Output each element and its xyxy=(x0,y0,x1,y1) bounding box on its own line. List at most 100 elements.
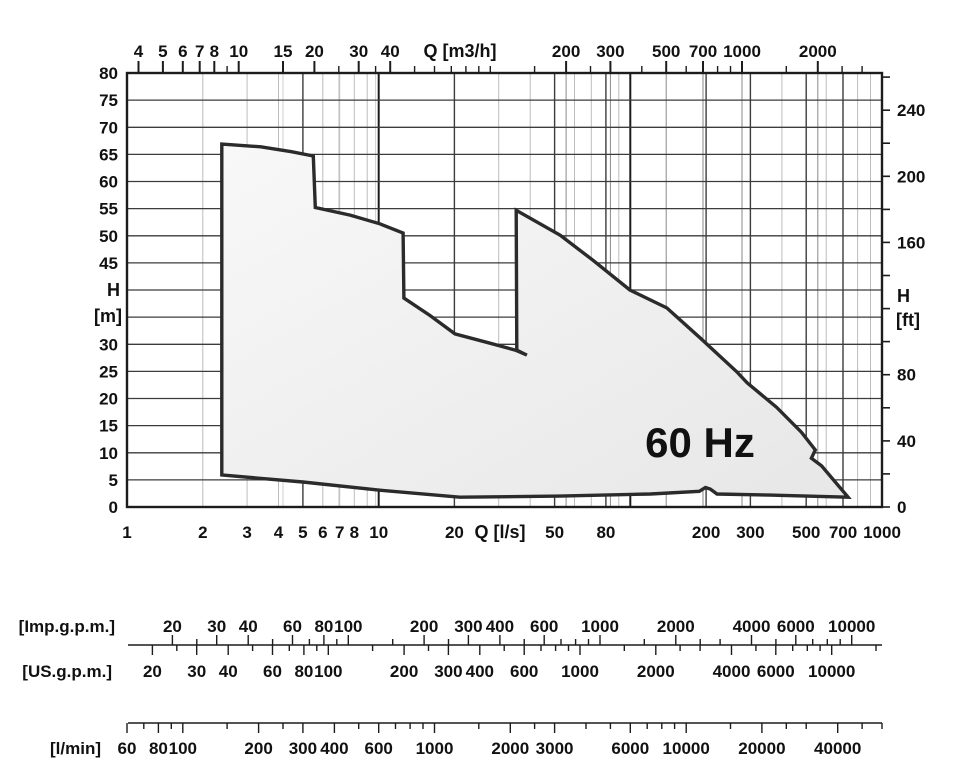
plot-frame xyxy=(125,71,884,509)
tick-label-top: 500 xyxy=(652,42,680,61)
axis-ticks xyxy=(137,61,890,508)
imp-gpm-scale-label: 6000 xyxy=(777,617,815,636)
tick-label-left: 10 xyxy=(99,444,118,463)
scale-label-l-min: [l/min] xyxy=(50,739,101,758)
axis-unit-bottom: Q [l/s] xyxy=(474,522,525,542)
tick-label-left: 5 xyxy=(109,471,118,490)
tick-label-top: 8 xyxy=(210,42,219,61)
imp-gpm-scale-label: 4000 xyxy=(733,617,771,636)
frequency-title: 60 Hz xyxy=(645,419,755,466)
tick-label-top: 40 xyxy=(381,42,400,61)
tick-label-bottom: 5 xyxy=(298,523,307,542)
tick-label-left: 20 xyxy=(99,390,118,409)
tick-label-bottom: 1000 xyxy=(863,523,901,542)
tick-label-top: 20 xyxy=(305,42,324,61)
us-gpm-scale-label: 600 xyxy=(510,662,538,681)
l-min-scale-label: 2000 xyxy=(491,739,529,758)
tick-label-top: 10 xyxy=(229,42,248,61)
tick-label-bottom: 700 xyxy=(829,523,857,542)
envelope-group xyxy=(220,142,852,500)
imp-gpm-scale-label: 40 xyxy=(239,617,258,636)
imp-gpm-scale-label: 200 xyxy=(410,617,438,636)
tick-label-top: 4 xyxy=(134,42,144,61)
tick-label-left: 50 xyxy=(99,227,118,246)
imp-gpm-scale-label: 60 xyxy=(283,617,302,636)
tick-label-top: 300 xyxy=(596,42,624,61)
imp-gpm-scale-label: 10000 xyxy=(828,617,875,636)
scale-label-imp-gpm: [Imp.g.p.m.] xyxy=(19,617,115,636)
l-min-scale-label: 6000 xyxy=(611,739,649,758)
us-gpm-scale-label: 2000 xyxy=(637,662,675,681)
imp-gpm-scale-label: 30 xyxy=(207,617,226,636)
tick-label-right: 160 xyxy=(897,233,925,252)
plot-border xyxy=(125,71,884,509)
us-gpm-scale-label: 1000 xyxy=(561,662,599,681)
us-gpm-scale-label: 40 xyxy=(219,662,238,681)
l-min-scale-label: 1000 xyxy=(416,739,454,758)
tick-label-left: 75 xyxy=(99,91,118,110)
tick-label-right: 0 xyxy=(897,498,906,517)
axis-unit-right-line2: [ft] xyxy=(896,310,920,330)
us-gpm-scale-label: 10000 xyxy=(808,662,855,681)
l-min-scale-label: 20000 xyxy=(738,739,785,758)
us-gpm-scale-label: 200 xyxy=(390,662,418,681)
tick-label-bottom: 4 xyxy=(274,523,284,542)
tick-label-bottom: 300 xyxy=(736,523,764,542)
tick-label-left: 65 xyxy=(99,145,118,164)
us-gpm-scale-label: 20 xyxy=(143,662,162,681)
tick-label-left: 0 xyxy=(109,498,118,517)
us-gpm-scale-label: 60 xyxy=(263,662,282,681)
us-gpm-scale-label: 30 xyxy=(187,662,206,681)
imp-gpm-scale-label: 100 xyxy=(334,617,362,636)
tick-label-top: 1000 xyxy=(723,42,761,61)
us-gpm-scale-label: 300 xyxy=(434,662,462,681)
tick-label-right: 200 xyxy=(897,167,925,186)
us-gpm-scale-label: 4000 xyxy=(713,662,751,681)
imp-gpm-scale-label: 20 xyxy=(163,617,182,636)
tick-label-top: 700 xyxy=(689,42,717,61)
us-gpm-scale-label: 80 xyxy=(294,662,313,681)
tick-label-bottom: 3 xyxy=(242,523,251,542)
tick-label-right: 80 xyxy=(897,366,916,385)
imp-gpm-scale-label: 1000 xyxy=(581,617,619,636)
tick-label-bottom: 80 xyxy=(596,523,615,542)
l-min-scale-label: 100 xyxy=(169,739,197,758)
l-min-scale-label: 300 xyxy=(289,739,317,758)
tick-label-left: 30 xyxy=(99,335,118,354)
tick-label-top: 7 xyxy=(195,42,204,61)
l-min-scale-label: 60 xyxy=(118,739,137,758)
tick-label-bottom: 2 xyxy=(198,523,207,542)
tick-label-bottom: 1 xyxy=(122,523,131,542)
tick-label-left: 55 xyxy=(99,200,118,219)
tick-label-bottom: 8 xyxy=(350,523,359,542)
tick-label-top: 30 xyxy=(349,42,368,61)
tick-label-left: 60 xyxy=(99,173,118,192)
tick-label-left: 15 xyxy=(99,417,118,436)
tick-label-top: 5 xyxy=(158,42,167,61)
scale-label-us-gpm: [US.g.p.m.] xyxy=(22,662,112,681)
tick-label-bottom: 6 xyxy=(318,523,327,542)
l-min-scale-label: 3000 xyxy=(536,739,574,758)
tick-label-bottom: 50 xyxy=(545,523,564,542)
imp-gpm-scale-label: 80 xyxy=(314,617,333,636)
axis-unit-left-line1: H xyxy=(107,280,120,300)
tick-label-top: 200 xyxy=(552,42,580,61)
tick-label-top: 15 xyxy=(274,42,293,61)
imp-gpm-scale-label: 400 xyxy=(486,617,514,636)
imp-gpm-scale-label: 300 xyxy=(454,617,482,636)
axis-unit-top: Q [m3/h] xyxy=(423,41,496,61)
axis-unit-left-line2: [m] xyxy=(94,306,122,326)
tick-label-top: 6 xyxy=(178,42,187,61)
l-min-scale-label: 40000 xyxy=(814,739,861,758)
l-min-scale-label: 200 xyxy=(244,739,272,758)
l-min-scale-label: 400 xyxy=(320,739,348,758)
tick-label-bottom: 20 xyxy=(445,523,464,542)
imp-gpm-scale-label: 600 xyxy=(530,617,558,636)
l-min-scale-label: 80 xyxy=(149,739,168,758)
tick-label-right: 240 xyxy=(897,101,925,120)
tick-label-top: 2000 xyxy=(799,42,837,61)
imp-gpm-scale-label: 2000 xyxy=(657,617,695,636)
tick-label-bottom: 7 xyxy=(335,523,344,542)
